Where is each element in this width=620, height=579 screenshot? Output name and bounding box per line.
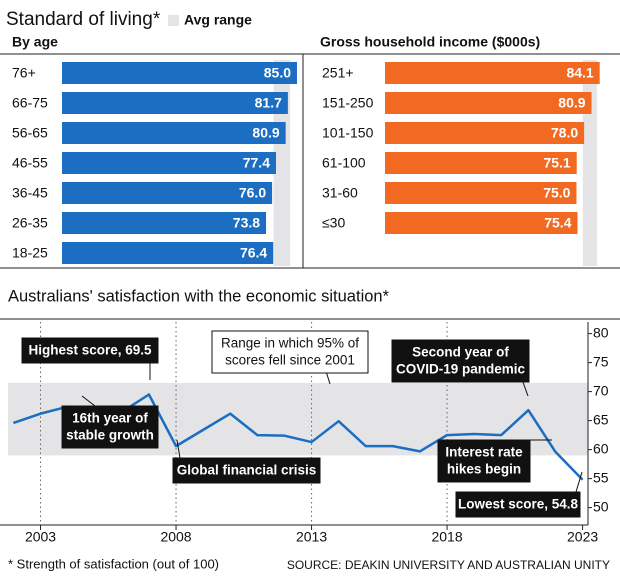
value-label: 75.1 bbox=[543, 155, 570, 171]
category-label: 18-25 bbox=[12, 245, 48, 261]
value-label: 80.9 bbox=[558, 95, 585, 111]
value-label: 78.0 bbox=[551, 125, 578, 141]
legend-label: Avg range bbox=[184, 12, 252, 28]
value-label: 76.0 bbox=[239, 185, 266, 201]
value-label: 85.0 bbox=[264, 65, 291, 81]
bar bbox=[385, 122, 585, 144]
category-label: 66-75 bbox=[12, 95, 48, 111]
y-tick-label: 75 bbox=[593, 353, 609, 369]
value-label: 75.0 bbox=[543, 185, 570, 201]
category-label: 56-65 bbox=[12, 125, 48, 141]
category-label: 76+ bbox=[12, 65, 36, 81]
y-tick-label: 65 bbox=[593, 411, 609, 427]
value-label: 75.4 bbox=[544, 215, 571, 231]
x-tick-label: 2018 bbox=[431, 529, 462, 545]
bar bbox=[62, 182, 273, 204]
annotation-text: scores fell since 2001 bbox=[225, 353, 355, 368]
x-tick-label: 2008 bbox=[160, 529, 191, 545]
annotation-text: Lowest score, 54.8 bbox=[458, 497, 579, 512]
annotation-text: 16th year of bbox=[72, 411, 148, 426]
category-label: 151-250 bbox=[322, 95, 374, 111]
bar bbox=[62, 212, 267, 234]
y-tick-label: 80 bbox=[593, 324, 609, 340]
annotation-box bbox=[21, 337, 159, 364]
value-label: 84.1 bbox=[566, 65, 593, 81]
x-tick-label: 2013 bbox=[296, 529, 327, 545]
annotation-pointer bbox=[176, 439, 181, 459]
annotation-box bbox=[391, 339, 530, 383]
bar bbox=[62, 122, 286, 144]
x-tick-label: 2023 bbox=[567, 529, 598, 545]
y-tick-label: 55 bbox=[593, 469, 609, 485]
annotation-text: Global financial crisis bbox=[177, 463, 317, 478]
y-tick-label: 60 bbox=[593, 440, 609, 456]
bar bbox=[385, 182, 577, 204]
annotation-box bbox=[172, 457, 321, 484]
annotation-text: hikes begin bbox=[447, 462, 521, 477]
bar bbox=[385, 212, 578, 234]
panel-title: Gross household income ($000s) bbox=[320, 34, 540, 50]
annotation-text: Interest rate bbox=[445, 445, 523, 460]
annotation-text: Highest score, 69.5 bbox=[28, 343, 152, 358]
annotation-box bbox=[61, 405, 159, 449]
x-tick-label: 2003 bbox=[25, 529, 56, 545]
value-label: 81.7 bbox=[255, 95, 282, 111]
avg-range bbox=[582, 60, 597, 266]
bar bbox=[62, 62, 297, 84]
annotation-box bbox=[455, 491, 581, 518]
category-label: 61-100 bbox=[322, 155, 366, 171]
value-label: 80.9 bbox=[252, 125, 279, 141]
annotation-box bbox=[437, 439, 531, 483]
category-label: 46-55 bbox=[12, 155, 48, 171]
category-label: 251+ bbox=[322, 65, 354, 81]
value-label: 73.8 bbox=[233, 215, 260, 231]
category-label: 101-150 bbox=[322, 125, 374, 141]
source: SOURCE: DEAKIN UNIVERSITY AND AUSTRALIAN… bbox=[287, 558, 610, 572]
annotation-pointer bbox=[81, 395, 96, 407]
annotation-pointer bbox=[575, 471, 583, 493]
annotation-box bbox=[211, 330, 369, 374]
annotation-text: COVID-19 pandemic bbox=[396, 362, 526, 377]
bar bbox=[385, 152, 577, 174]
legend-swatch bbox=[168, 15, 179, 26]
bar bbox=[385, 62, 600, 84]
bar bbox=[385, 92, 592, 114]
bar bbox=[62, 152, 276, 174]
category-label: 36-45 bbox=[12, 185, 48, 201]
chart-title: Australians' satisfaction with the econo… bbox=[8, 287, 390, 305]
category-label: ≤30 bbox=[322, 215, 345, 231]
bar bbox=[62, 92, 288, 114]
category-label: 26-35 bbox=[12, 215, 48, 231]
bar bbox=[62, 242, 274, 264]
annotation-text: Second year of bbox=[412, 345, 509, 360]
value-label: 76.4 bbox=[240, 245, 267, 261]
y-tick-label: 70 bbox=[593, 382, 609, 398]
value-label: 77.4 bbox=[243, 155, 270, 171]
panel-title: By age bbox=[12, 34, 58, 50]
category-label: 31-60 bbox=[322, 185, 358, 201]
annotation-text: stable growth bbox=[66, 428, 154, 443]
annotation-text: Range in which 95% of bbox=[221, 336, 359, 351]
y-tick-label: 50 bbox=[593, 498, 609, 514]
title: Standard of living* bbox=[6, 9, 161, 30]
footnote: * Strength of satisfaction (out of 100) bbox=[8, 556, 219, 571]
